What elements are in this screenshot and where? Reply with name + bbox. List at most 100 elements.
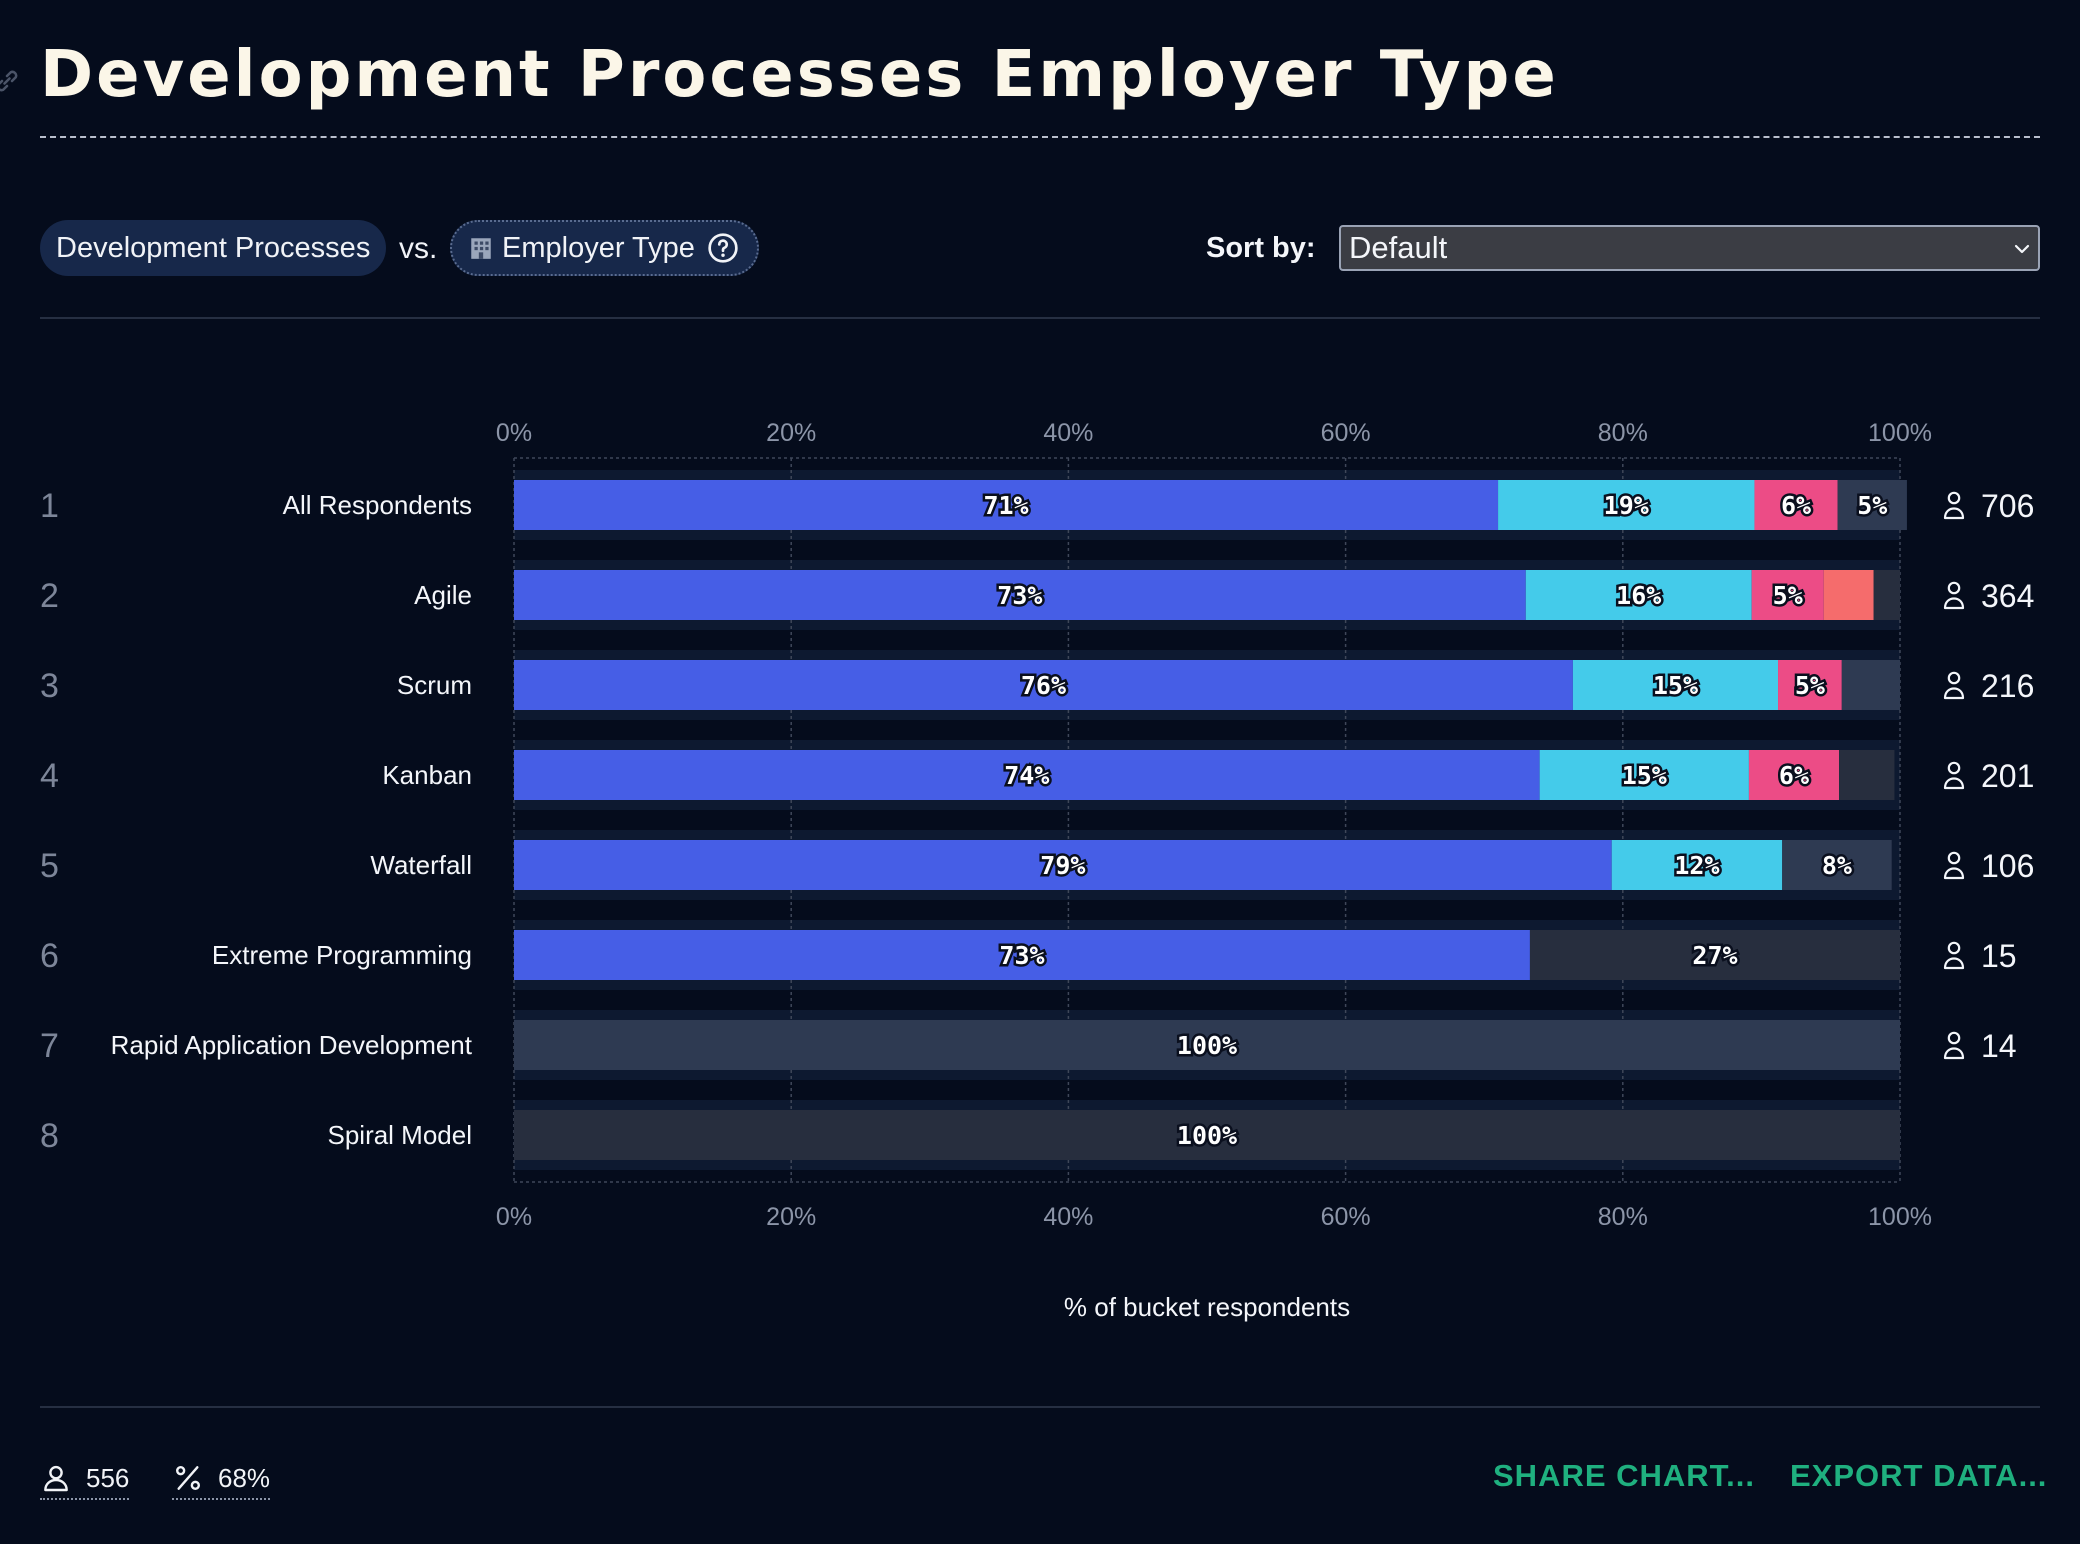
bar-segment[interactable] [514,750,1540,800]
row-respondent-count: 216 [1981,668,2034,704]
row-rank: 4 [40,757,59,795]
row-respondent-count: 201 [1981,758,2034,794]
x-tick-label-top: 100% [1868,419,1932,447]
chevron-down-icon [2014,244,2030,254]
row-rank: 1 [40,487,59,525]
versus-text: vs. [399,232,438,265]
bar-segment[interactable] [514,570,1526,620]
column-variable-label: Employer Type [502,231,695,264]
bar-value-label: 5% [1857,491,1887,520]
share-chart-button[interactable]: SHARE CHART... [1493,1458,1756,1493]
footer-divider [40,1406,2040,1408]
bar-segment[interactable] [1751,570,1824,620]
bar-value-label: 19% [1604,491,1649,520]
bar-segment[interactable] [514,660,1573,710]
person-icon [1943,491,1965,520]
x-tick-label-top: 40% [1043,419,1093,447]
bar-segment[interactable] [514,930,1530,980]
bar-segment[interactable] [1498,480,1755,530]
person-icon [1943,761,1965,790]
bar-segment[interactable] [1841,660,1900,710]
bar-value-label: 12% [1674,851,1719,880]
bar-segment[interactable] [514,1110,1900,1160]
person-icon [1943,941,1965,970]
percent-value: 68% [218,1462,271,1493]
bar-value-label: 71% [983,491,1028,520]
x-tick-label-bottom: 40% [1043,1203,1093,1231]
bar-segment[interactable] [1611,840,1783,890]
link-icon[interactable] [0,66,22,96]
bar-segment[interactable] [1572,660,1779,710]
stacked-bar-chart: 0% 0% 20% 20% 40% 40% 60% 60% 80% 80% 100% 100% 1 All… [40,419,2034,1322]
row-rank: 3 [40,667,59,705]
bar-segment[interactable] [1873,570,1900,620]
bar-value-label: 73% [999,941,1044,970]
bar-segment[interactable] [514,1020,1900,1070]
bar-segment[interactable] [1823,570,1874,620]
bar-segment[interactable] [514,480,1499,530]
person-icon [1943,671,1965,700]
bar-value-label: 15% [1622,761,1667,790]
bar-segment[interactable] [1754,480,1838,530]
bar-value-label: 74% [1004,761,1049,790]
question-circle-icon[interactable] [707,232,739,264]
sort-label: Sort by: [1206,232,1316,264]
bar-value-label: 6% [1781,491,1811,520]
bar-segment[interactable] [1529,930,1900,980]
header-divider [40,317,2040,319]
export-data-button[interactable]: EXPORT DATA... [1790,1458,2048,1493]
person-icon [1943,851,1965,880]
bar-segment[interactable] [1782,840,1892,890]
bar-value-label: 76% [1021,671,1066,700]
percent-stat[interactable]: 68% [172,1458,271,1500]
row-label: Spiral Model [327,1120,472,1150]
respondents-stat[interactable]: 556 [40,1458,130,1500]
row-rank: 5 [40,847,59,885]
bar-value-label: 73% [997,581,1042,610]
row-rank: 8 [40,1117,59,1155]
x-tick-label-bottom: 100% [1868,1203,1932,1231]
x-tick-label-bottom: 80% [1598,1203,1648,1231]
bar-segment[interactable] [514,840,1612,890]
bar-segment[interactable] [1525,570,1752,620]
row-label: Agile [414,580,472,610]
person-icon [1943,1031,1965,1060]
row-respondent-count: 106 [1981,848,2034,884]
row-label: Extreme Programming [212,940,472,970]
x-axis-label: % of bucket respondents [1064,1292,1350,1322]
sort-selected-value: Default [1349,230,1448,265]
row-label: Kanban [382,760,472,790]
row-label: Scrum [397,670,472,700]
bar-segment[interactable] [1837,480,1907,530]
bar-value-label: 100% [1177,1121,1237,1150]
page-title: Development Processes Employer Type [40,38,1559,112]
bar-value-label: 16% [1616,581,1661,610]
x-tick-label-top: 60% [1321,419,1371,447]
bar-segment[interactable] [1778,660,1842,710]
bar-segment[interactable] [1839,750,1895,800]
row-variable-label: Development Processes [56,231,371,264]
bar-value-label: 6% [1779,761,1809,790]
row-variable-pill[interactable]: Development Processes [40,220,387,276]
row-rank: 2 [40,577,59,615]
row-respondent-count: 14 [1981,1028,2017,1064]
x-tick-label-bottom: 0% [496,1203,532,1231]
bar-value-label: 27% [1692,941,1737,970]
x-tick-label-bottom: 60% [1321,1203,1371,1231]
x-tick-label-top: 20% [766,419,816,447]
bar-value-label: 79% [1040,851,1085,880]
respondents-count: 556 [86,1462,130,1493]
bar-value-label: 15% [1653,671,1698,700]
row-label: All Respondents [283,490,472,520]
sort-select[interactable]: Default [1339,225,2040,271]
column-variable-pill[interactable]: Employer Type [450,220,759,276]
bar-value-label: 100% [1177,1031,1237,1060]
person-icon [1943,581,1965,610]
row-label: Rapid Application Development [111,1030,473,1060]
row-respondent-count: 364 [1981,578,2034,614]
bar-segment[interactable] [1539,750,1749,800]
bar-value-label: 5% [1773,581,1803,610]
bar-value-label: 5% [1795,671,1825,700]
x-tick-label-top: 80% [1598,419,1648,447]
bar-segment[interactable] [1748,750,1840,800]
